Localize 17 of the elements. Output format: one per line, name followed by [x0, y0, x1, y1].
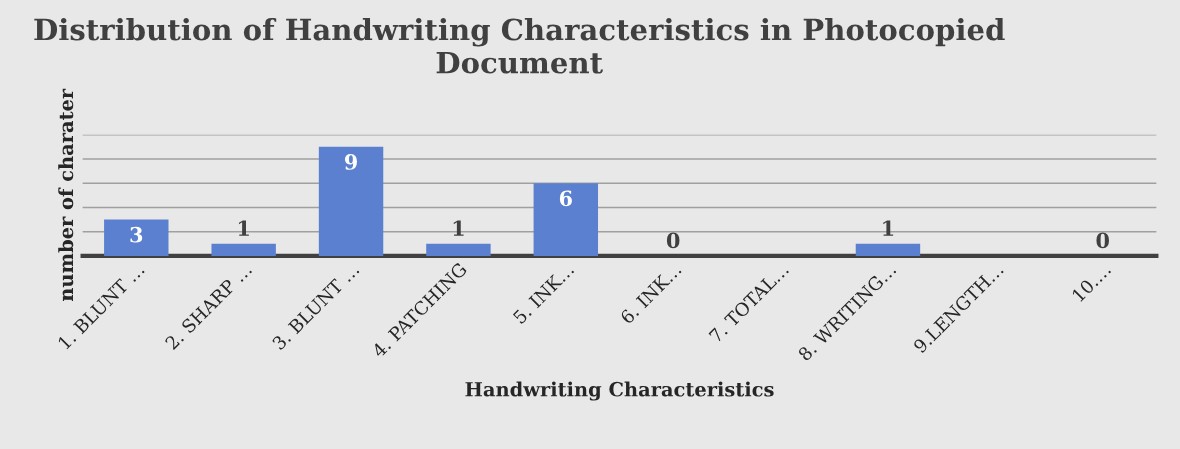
bar: [426, 243, 491, 256]
y-axis-title: number of charater: [58, 88, 74, 302]
data-label: 6: [559, 190, 572, 207]
x-axis-title: Handwriting Characteristics: [465, 381, 774, 401]
bar: [211, 243, 276, 256]
bar: [318, 146, 384, 256]
data-label: 1: [453, 220, 464, 236]
data-label: 0: [1096, 232, 1109, 249]
data-label: 9: [344, 154, 357, 170]
bar: [533, 183, 599, 256]
data-label: 1: [883, 220, 894, 236]
bar: [855, 243, 921, 256]
data-label: 0: [666, 232, 680, 249]
chart-title: Distribution of Handwriting Characteristics in Photocopied Document: [34, 17, 1005, 74]
data-label: 1: [238, 220, 249, 236]
data-label: 3: [130, 226, 143, 243]
bar: [104, 219, 169, 256]
